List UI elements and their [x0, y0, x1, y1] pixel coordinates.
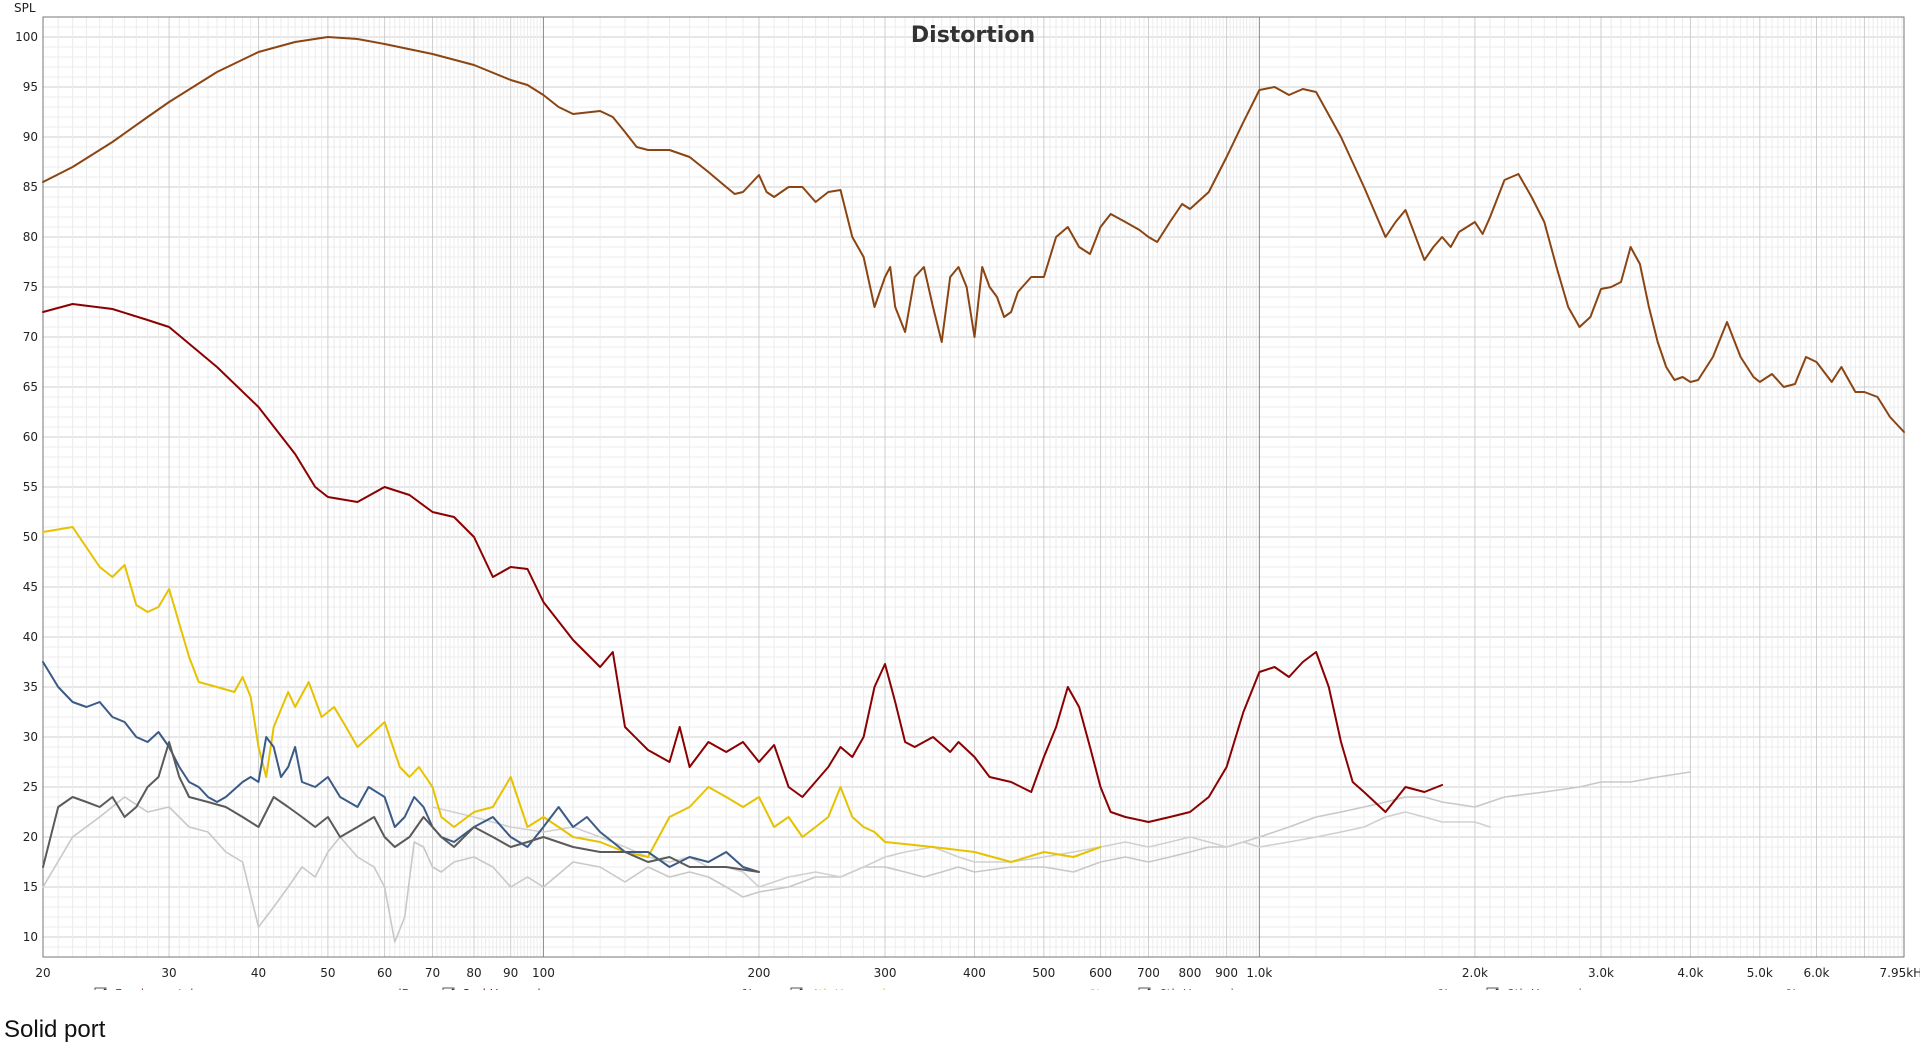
x-tick-label: 3.0k	[1588, 966, 1614, 980]
x-tick-label: 80	[466, 966, 481, 980]
x-tick-label: 600	[1089, 966, 1112, 980]
x-tick-label: 700	[1137, 966, 1160, 980]
y-tick-label: 100	[15, 30, 38, 44]
x-tick-label: 90	[503, 966, 518, 980]
x-tick-label: 900	[1215, 966, 1238, 980]
y-tick-label: 10	[23, 930, 38, 944]
y-tick-label: 45	[23, 580, 38, 594]
legend-item[interactable]: Fundamental dB	[94, 987, 410, 990]
y-tick-label: 20	[23, 830, 38, 844]
legend-label: 4th Harmonic	[811, 987, 892, 990]
chart-legend: FundamentaldB2nd Harmonic%4th Harmonic%6…	[94, 987, 1797, 990]
legend-checkbox[interactable]	[1486, 987, 1499, 990]
x-tick-label: 70	[425, 966, 440, 980]
x-tick-label: 5.0k	[1747, 966, 1773, 980]
figure-caption: Solid port	[4, 1016, 106, 1043]
x-axis-ticks: 20 30 40 50 60 70 80 90 100 200 300 400 500 600 700 800…	[35, 966, 1920, 980]
series-line-high-order-harmonics-light-gray-	[42, 771, 1692, 943]
legend-unit: %	[1438, 987, 1449, 990]
y-tick-label: 95	[23, 80, 38, 94]
chart-series	[42, 36, 1905, 943]
legend-item[interactable]: 4th Harmonic%	[790, 987, 1101, 990]
y-tick-label: 80	[23, 230, 38, 244]
legend-checkbox[interactable]	[1138, 987, 1151, 990]
y-tick-label: 35	[23, 680, 38, 694]
series-line-high-order-harmonics-2-light-gray-	[431, 806, 1491, 888]
y-tick-label: 60	[23, 430, 38, 444]
x-tick-label: 1.0k	[1246, 966, 1272, 980]
x-tick-label: 60	[377, 966, 392, 980]
y-tick-label: 85	[23, 180, 38, 194]
series-line-8th-harmonic	[42, 741, 760, 873]
series-line-4th-harmonic	[42, 526, 1102, 863]
y-tick-label: 90	[23, 130, 38, 144]
x-tick-label: 30	[161, 966, 176, 980]
series-line-fundamental	[42, 36, 1905, 433]
x-tick-label: 6.0k	[1803, 966, 1829, 980]
distortion-chart: 20 30 40 50 60 70 80 90 100 200 300 400 500 600 700 800…	[14, 1, 1920, 990]
y-tick-label: 25	[23, 780, 38, 794]
x-tick-label: 7.95kHz	[1880, 966, 1920, 980]
chart-grid	[42, 16, 1904, 958]
y-tick-label: 70	[23, 330, 38, 344]
y-tick-label: 65	[23, 380, 38, 394]
x-tick-label: 2.0k	[1462, 966, 1488, 980]
y-tick-label: 15	[23, 880, 38, 894]
legend-label: 8th Harmonic	[1507, 987, 1588, 990]
legend-unit: %	[742, 987, 753, 990]
y-tick-label: 55	[23, 480, 38, 494]
chart-title: Distortion	[911, 23, 1035, 48]
y-axis-label: SPL	[14, 1, 36, 15]
y-tick-label: 50	[23, 530, 38, 544]
series-line-2nd-harmonic	[42, 303, 1444, 823]
x-tick-label: 20	[35, 966, 50, 980]
legend-item[interactable]: 6th Harmonic%	[1138, 987, 1449, 990]
legend-unit: %	[1090, 987, 1101, 990]
legend-item[interactable]: 2nd Harmonic%	[442, 987, 753, 990]
legend-item[interactable]: 8th Harmonic%	[1486, 987, 1797, 990]
legend-checkbox[interactable]	[94, 987, 107, 990]
x-tick-label: 300	[874, 966, 897, 980]
legend-label: 2nd Harmonic	[463, 987, 547, 990]
legend-checkbox[interactable]	[442, 987, 455, 990]
legend-unit: %	[1786, 987, 1797, 990]
x-tick-label: 100	[532, 966, 555, 980]
y-tick-label: 30	[23, 730, 38, 744]
x-tick-label: 800	[1179, 966, 1202, 980]
legend-label: 6th Harmonic	[1159, 987, 1240, 990]
x-tick-label: 400	[963, 966, 986, 980]
legend-checkbox[interactable]	[790, 987, 803, 990]
legend-unit: dB	[394, 987, 410, 990]
x-tick-label: 40	[251, 966, 266, 980]
x-tick-label: 500	[1032, 966, 1055, 980]
legend-label: Fundamental	[115, 987, 194, 990]
x-tick-label: 4.0k	[1677, 966, 1703, 980]
y-tick-label: 75	[23, 280, 38, 294]
series-line-6th-harmonic	[42, 661, 760, 873]
y-tick-label: 40	[23, 630, 38, 644]
x-tick-label: 200	[747, 966, 770, 980]
plot-frame	[42, 16, 1905, 958]
y-axis-ticks: 10 15 20 25 30 35 40 45 50 55 60 65 70 75 80 85 90 95 100	[15, 30, 38, 944]
x-tick-label: 50	[320, 966, 335, 980]
